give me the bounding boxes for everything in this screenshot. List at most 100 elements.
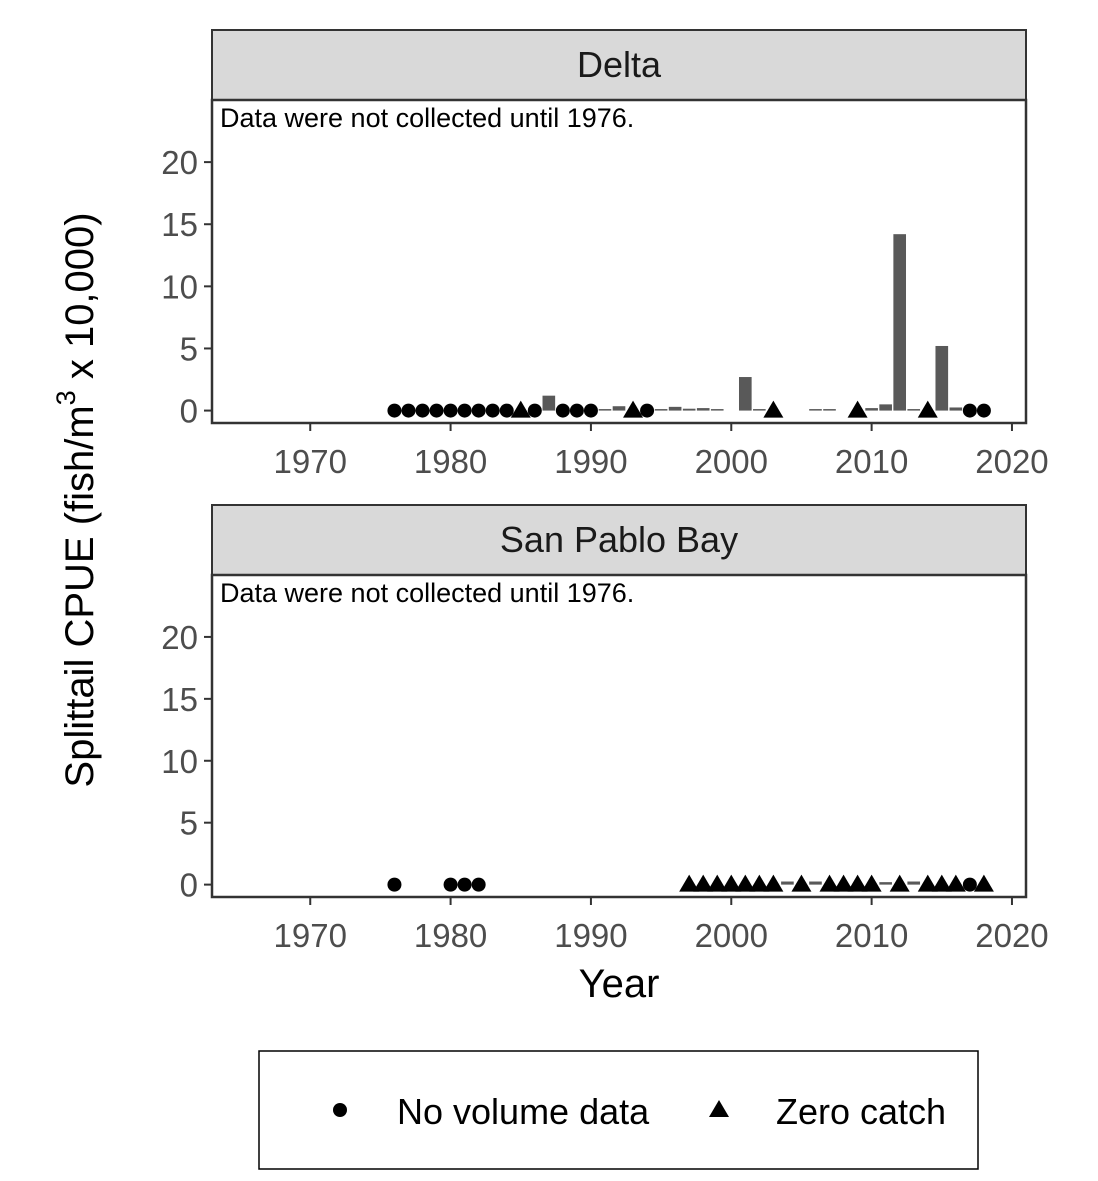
zero-catch-point (931, 874, 952, 892)
strip-background (211, 29, 1027, 101)
no-volume-point (429, 403, 444, 418)
y-tick-label: 10 (161, 743, 198, 780)
legend-label-zero-catch: Zero catch (776, 1091, 946, 1132)
y-tick-label: 0 (180, 867, 198, 904)
y-tick-label: 15 (161, 206, 198, 243)
x-tick-label: 1980 (414, 917, 487, 954)
y-tick-label: 10 (161, 268, 198, 305)
x-axis-title: Year (579, 962, 660, 1006)
bar (542, 395, 556, 411)
legend-key-circle (333, 1103, 347, 1117)
y-tick-label: 5 (180, 330, 198, 367)
strip-title: San Pablo Bay (500, 519, 738, 560)
bar (907, 881, 921, 885)
bar (935, 345, 949, 411)
zero-catch-point (791, 874, 812, 892)
zero-catch-point (693, 874, 714, 892)
no-volume-point (527, 403, 542, 418)
x-tick-label: 1990 (554, 443, 627, 480)
no-volume-point (583, 403, 598, 418)
bar (865, 408, 878, 411)
bar (710, 409, 724, 411)
bar (879, 404, 892, 411)
no-volume-point (569, 403, 584, 418)
legend-box (258, 1050, 979, 1170)
x-tick-label: 1970 (274, 443, 347, 480)
panel-border (210, 98, 1028, 425)
zero-catch-point (973, 874, 994, 892)
zero-catch-point (623, 400, 644, 418)
zero-catch-point (889, 874, 910, 892)
y-tick-label: 15 (161, 681, 198, 718)
x-tick-label: 1990 (554, 917, 627, 954)
strip-title: Delta (577, 44, 662, 85)
bar (598, 409, 612, 411)
bar (668, 406, 682, 411)
y-axis-title-superscript: 3 (51, 390, 81, 405)
panel-0: Delta Data were not collected until 1976.… (161, 29, 1049, 480)
no-volume-point (555, 403, 570, 418)
zero-catch-point (749, 874, 770, 892)
panel-border (210, 573, 1028, 899)
zero-catch-point (763, 400, 784, 418)
zero-catch-point (833, 874, 854, 892)
x-tick-label: 2000 (695, 917, 768, 954)
y-tick-label: 5 (180, 805, 198, 842)
x-tick-label: 1970 (274, 917, 347, 954)
x-tick-label: 2000 (695, 443, 768, 480)
x-tick-label: 1980 (414, 443, 487, 480)
bar (879, 882, 892, 885)
y-axis-title: Splittail CPUE (fish/m3 x 10,000) (51, 212, 102, 787)
y-tick-label: 0 (180, 393, 198, 430)
y-tick-label: 20 (161, 619, 198, 656)
zero-catch-point (847, 874, 868, 892)
x-tick-label: 2010 (835, 443, 908, 480)
no-volume-point (640, 403, 655, 418)
zero-catch-point (945, 874, 966, 892)
panel-note: Data were not collected until 1976. (220, 103, 634, 133)
no-volume-point (485, 403, 500, 418)
bar (738, 377, 752, 411)
no-volume-point (457, 877, 472, 892)
bar (949, 407, 963, 411)
bar (654, 409, 668, 411)
bar (696, 408, 710, 411)
y-axis-title-main: Splittail CPUE (fish/m (58, 405, 102, 787)
zero-catch-point (819, 874, 840, 892)
no-volume-point (443, 403, 458, 418)
panels-group: Delta Data were not collected until 1976.… (161, 29, 1049, 954)
no-volume-point (457, 403, 472, 418)
panel-note: Data were not collected until 1976. (220, 578, 634, 608)
legend-key-triangle (709, 1100, 729, 1117)
bar (893, 234, 907, 411)
bar (682, 408, 696, 411)
zero-catch-point (861, 874, 882, 892)
strip-background (211, 504, 1027, 576)
no-volume-point (387, 877, 402, 892)
legend-label-no-volume: No volume data (397, 1091, 650, 1132)
y-tick-label: 20 (161, 144, 198, 181)
zero-catch-point (735, 874, 756, 892)
panel-1: San Pablo Bay Data were not collected unt… (161, 504, 1049, 954)
zero-catch-point (763, 874, 784, 892)
no-volume-point (471, 877, 486, 892)
zero-catch-point (510, 400, 531, 418)
x-tick-label: 2020 (975, 443, 1048, 480)
no-volume-point (443, 877, 458, 892)
bar (753, 409, 766, 411)
y-axis-title-suffix: x 10,000) (58, 212, 102, 390)
bar (809, 409, 822, 411)
no-volume-point (962, 877, 977, 892)
zero-catch-point (721, 874, 742, 892)
zero-catch-point (707, 874, 728, 892)
no-volume-point (387, 403, 402, 418)
bar (823, 409, 836, 411)
no-volume-point (976, 403, 991, 418)
zero-catch-point (917, 400, 938, 418)
no-volume-point (401, 403, 416, 418)
no-volume-point (415, 403, 430, 418)
zero-catch-point (679, 874, 700, 892)
bar (781, 881, 794, 885)
no-volume-point (499, 403, 514, 418)
